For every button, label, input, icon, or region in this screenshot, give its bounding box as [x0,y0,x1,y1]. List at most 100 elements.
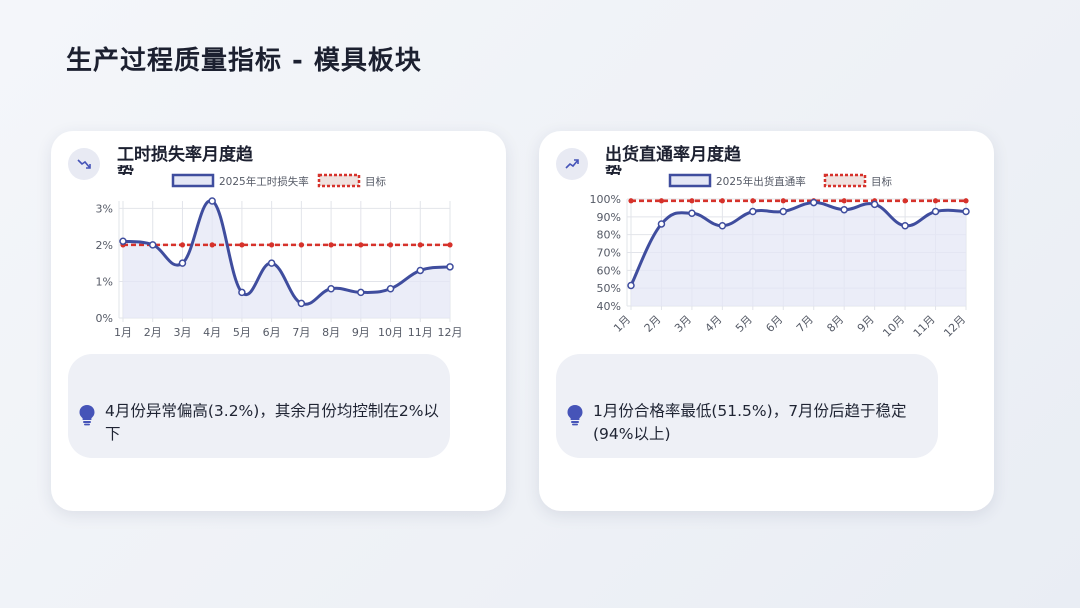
target-point [780,198,786,204]
series-point [870,200,879,209]
target-point [719,198,725,204]
y-tick-label: 1% [96,275,113,288]
card-title-overflow: 势 [605,165,622,175]
x-tick-label: 4月 [203,326,221,339]
series-point [962,207,970,216]
y-tick-label: 60% [597,264,621,277]
x-tick-label: 7月 [794,313,816,335]
y-tick-label: 40% [597,300,621,313]
target-point [328,242,334,248]
y-tick-label: 3% [96,202,113,215]
target-point [447,242,453,248]
x-tick-label: 3月 [672,313,694,335]
target-point [179,242,186,248]
chart-legend: 2025年出货直通率 目标 [668,173,892,188]
target-point [239,242,245,248]
series-point [208,197,216,205]
x-tick-label: 12月 [438,326,463,339]
card-title: 工时损失率月度趋 [117,145,253,165]
series-point [840,205,848,214]
x-tick-label: 12月 [941,313,968,340]
y-tick-label: 50% [597,282,621,295]
x-tick-label: 1月 [114,326,132,339]
insight-box: 1月份合格率最低(51.5%)，7月份后趋于稳定(94%以上) [556,354,938,458]
x-tick-label: 8月 [322,326,340,339]
target-point [209,242,215,248]
trending-up-icon [556,148,588,180]
lightbulb-icon [567,405,583,426]
legend-target-label: 目标 [365,176,386,188]
x-tick-label: 9月 [352,326,370,339]
series-point [416,266,425,275]
x-tick-label: 11月 [911,313,938,340]
y-tick-label: 2% [96,239,113,252]
series-point [688,209,696,218]
series-point [779,207,788,216]
card-title: 出货直通率月度趋 [605,145,741,165]
x-tick-label: 1月 [611,313,633,335]
series-point [657,220,666,228]
card-title-overflow: 势 [117,165,134,175]
series-point [327,285,335,293]
page-title: 生产过程质量指标 - 模具板块 [66,46,422,76]
series-point [357,288,365,297]
series-point [267,259,276,267]
insight-box: 4月份异常偏高(3.2%)，其余月份均控制在2%以下 [68,354,450,458]
series-area [123,200,450,318]
x-tick-label: 5月 [733,313,755,335]
series-point [446,263,454,271]
x-tick-label: 7月 [292,326,310,339]
x-tick-label: 5月 [233,326,251,339]
x-tick-label: 8月 [824,313,846,335]
shipment-pass-card: 出货直通率月度趋 势 2025年出货直通率 目标 40% 50% 60% 70% 80% 90… [539,131,994,511]
chart-legend: 2025年工时损失率 目标 [171,173,386,188]
x-tick-label: 6月 [263,326,281,339]
lost-hours-card: 工时损失率月度趋 势 2025年工时损失率 目标 0% 1% 2% 3% 1月 2月 3月 4月 5… [51,131,506,511]
series-point [627,281,635,290]
target-point [902,198,908,204]
series-point [238,288,246,297]
shipment-pass-chart: 2025年出货直通率 目标 40% 50% 60% 70% 80% 90% 100% 1月 2月 3月… [590,173,970,340]
target-point [932,198,939,204]
y-tick-label: 90% [597,211,621,224]
target-point [841,198,847,204]
target-point [963,198,969,204]
target-point [387,242,394,248]
legend-series-label: 2025年工时损失率 [219,175,309,188]
series-point [119,237,127,245]
legend-series-swatch [171,173,215,188]
series-point [178,259,187,267]
series-point [931,207,940,216]
target-point [269,242,275,248]
x-tick-label: 4月 [703,313,725,335]
series-point [749,207,757,216]
series-point [809,198,818,207]
legend-target-label: 目标 [871,176,892,188]
series-point [148,241,157,249]
x-tick-label: 6月 [763,313,785,335]
legend-series-label: 2025年出货直通率 [716,175,806,188]
lost-hours-chart: 2025年工时损失率 目标 0% 1% 2% 3% 1月 2月 3月 4月 5月 6月 7月 8月 9月 10… [96,173,463,339]
target-point [628,198,634,204]
x-tick-label: 2月 [144,326,162,339]
lightbulb-icon [79,405,95,426]
target-point [750,198,756,204]
legend-series-swatch [668,173,712,188]
target-point [298,242,304,248]
series-area [631,202,966,306]
series-point [901,222,909,230]
legend-target-swatch [317,173,361,188]
x-tick-label: 10月 [378,326,403,339]
x-tick-label: 11月 [408,326,433,339]
trending-down-icon [68,148,100,180]
x-tick-label: 10月 [880,313,907,340]
insight-text: 1月份合格率最低(51.5%)，7月份后趋于稳定(94%以上) [593,402,907,443]
y-tick-label: 100% [590,193,621,206]
y-tick-label: 0% [96,312,113,325]
target-point [417,242,423,248]
target-point [358,242,364,248]
x-tick-label: 3月 [173,326,191,339]
target-point [658,198,665,204]
series-point [297,299,306,308]
x-tick-label: 2月 [642,313,664,335]
